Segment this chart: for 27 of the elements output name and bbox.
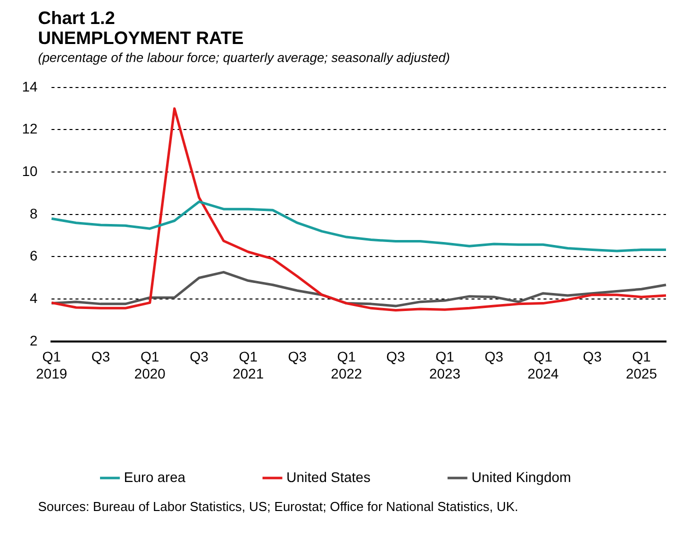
x-tick-label: Q1 2022 (330, 348, 362, 382)
legend-label: United States (286, 468, 370, 485)
source-note: Sources: Bureau of Labor Statistics, US; Eurostat; Office for National Statistics, UK. (37, 499, 520, 514)
y-tick-label: 12 (22, 120, 38, 137)
y-tick-label: 4 (30, 290, 38, 306)
x-tick-label: Q3 (386, 348, 406, 365)
chart-title: Chart 1.2 (37, 8, 116, 28)
y-tick-label: 2 (30, 332, 38, 348)
legend-label: Euro area (124, 468, 186, 485)
x-tick-label: Q3 (190, 348, 209, 365)
y-tick-label: 14 (22, 78, 38, 94)
x-tick-label: Q3 (582, 348, 602, 365)
x-tick-label: Q1 2020 (134, 348, 166, 382)
chart-subtitle: UNEMPLOYMENT RATE (37, 28, 245, 48)
y-tick-label: 8 (30, 205, 38, 222)
x-tick-label: Q1 2024 (528, 348, 559, 382)
x-tick-label: Q1 2023 (429, 348, 461, 382)
y-tick-label: 6 (30, 248, 38, 264)
x-tick-label: Q3 (91, 348, 110, 365)
x-tick-label: Q1 2019 (36, 348, 68, 382)
x-tick-label: Q3 (288, 348, 307, 365)
x-tick-label: Q1 2025 (626, 348, 658, 382)
x-tick-label: Q3 (484, 348, 504, 365)
y-tick-label: 10 (22, 162, 38, 179)
text: (percentage of the labour force; quarterly average; seasonally adjusted) (37, 50, 451, 65)
legend-label: United Kingdom (471, 468, 572, 485)
x-tick-label: Q1 2021 (232, 348, 264, 382)
